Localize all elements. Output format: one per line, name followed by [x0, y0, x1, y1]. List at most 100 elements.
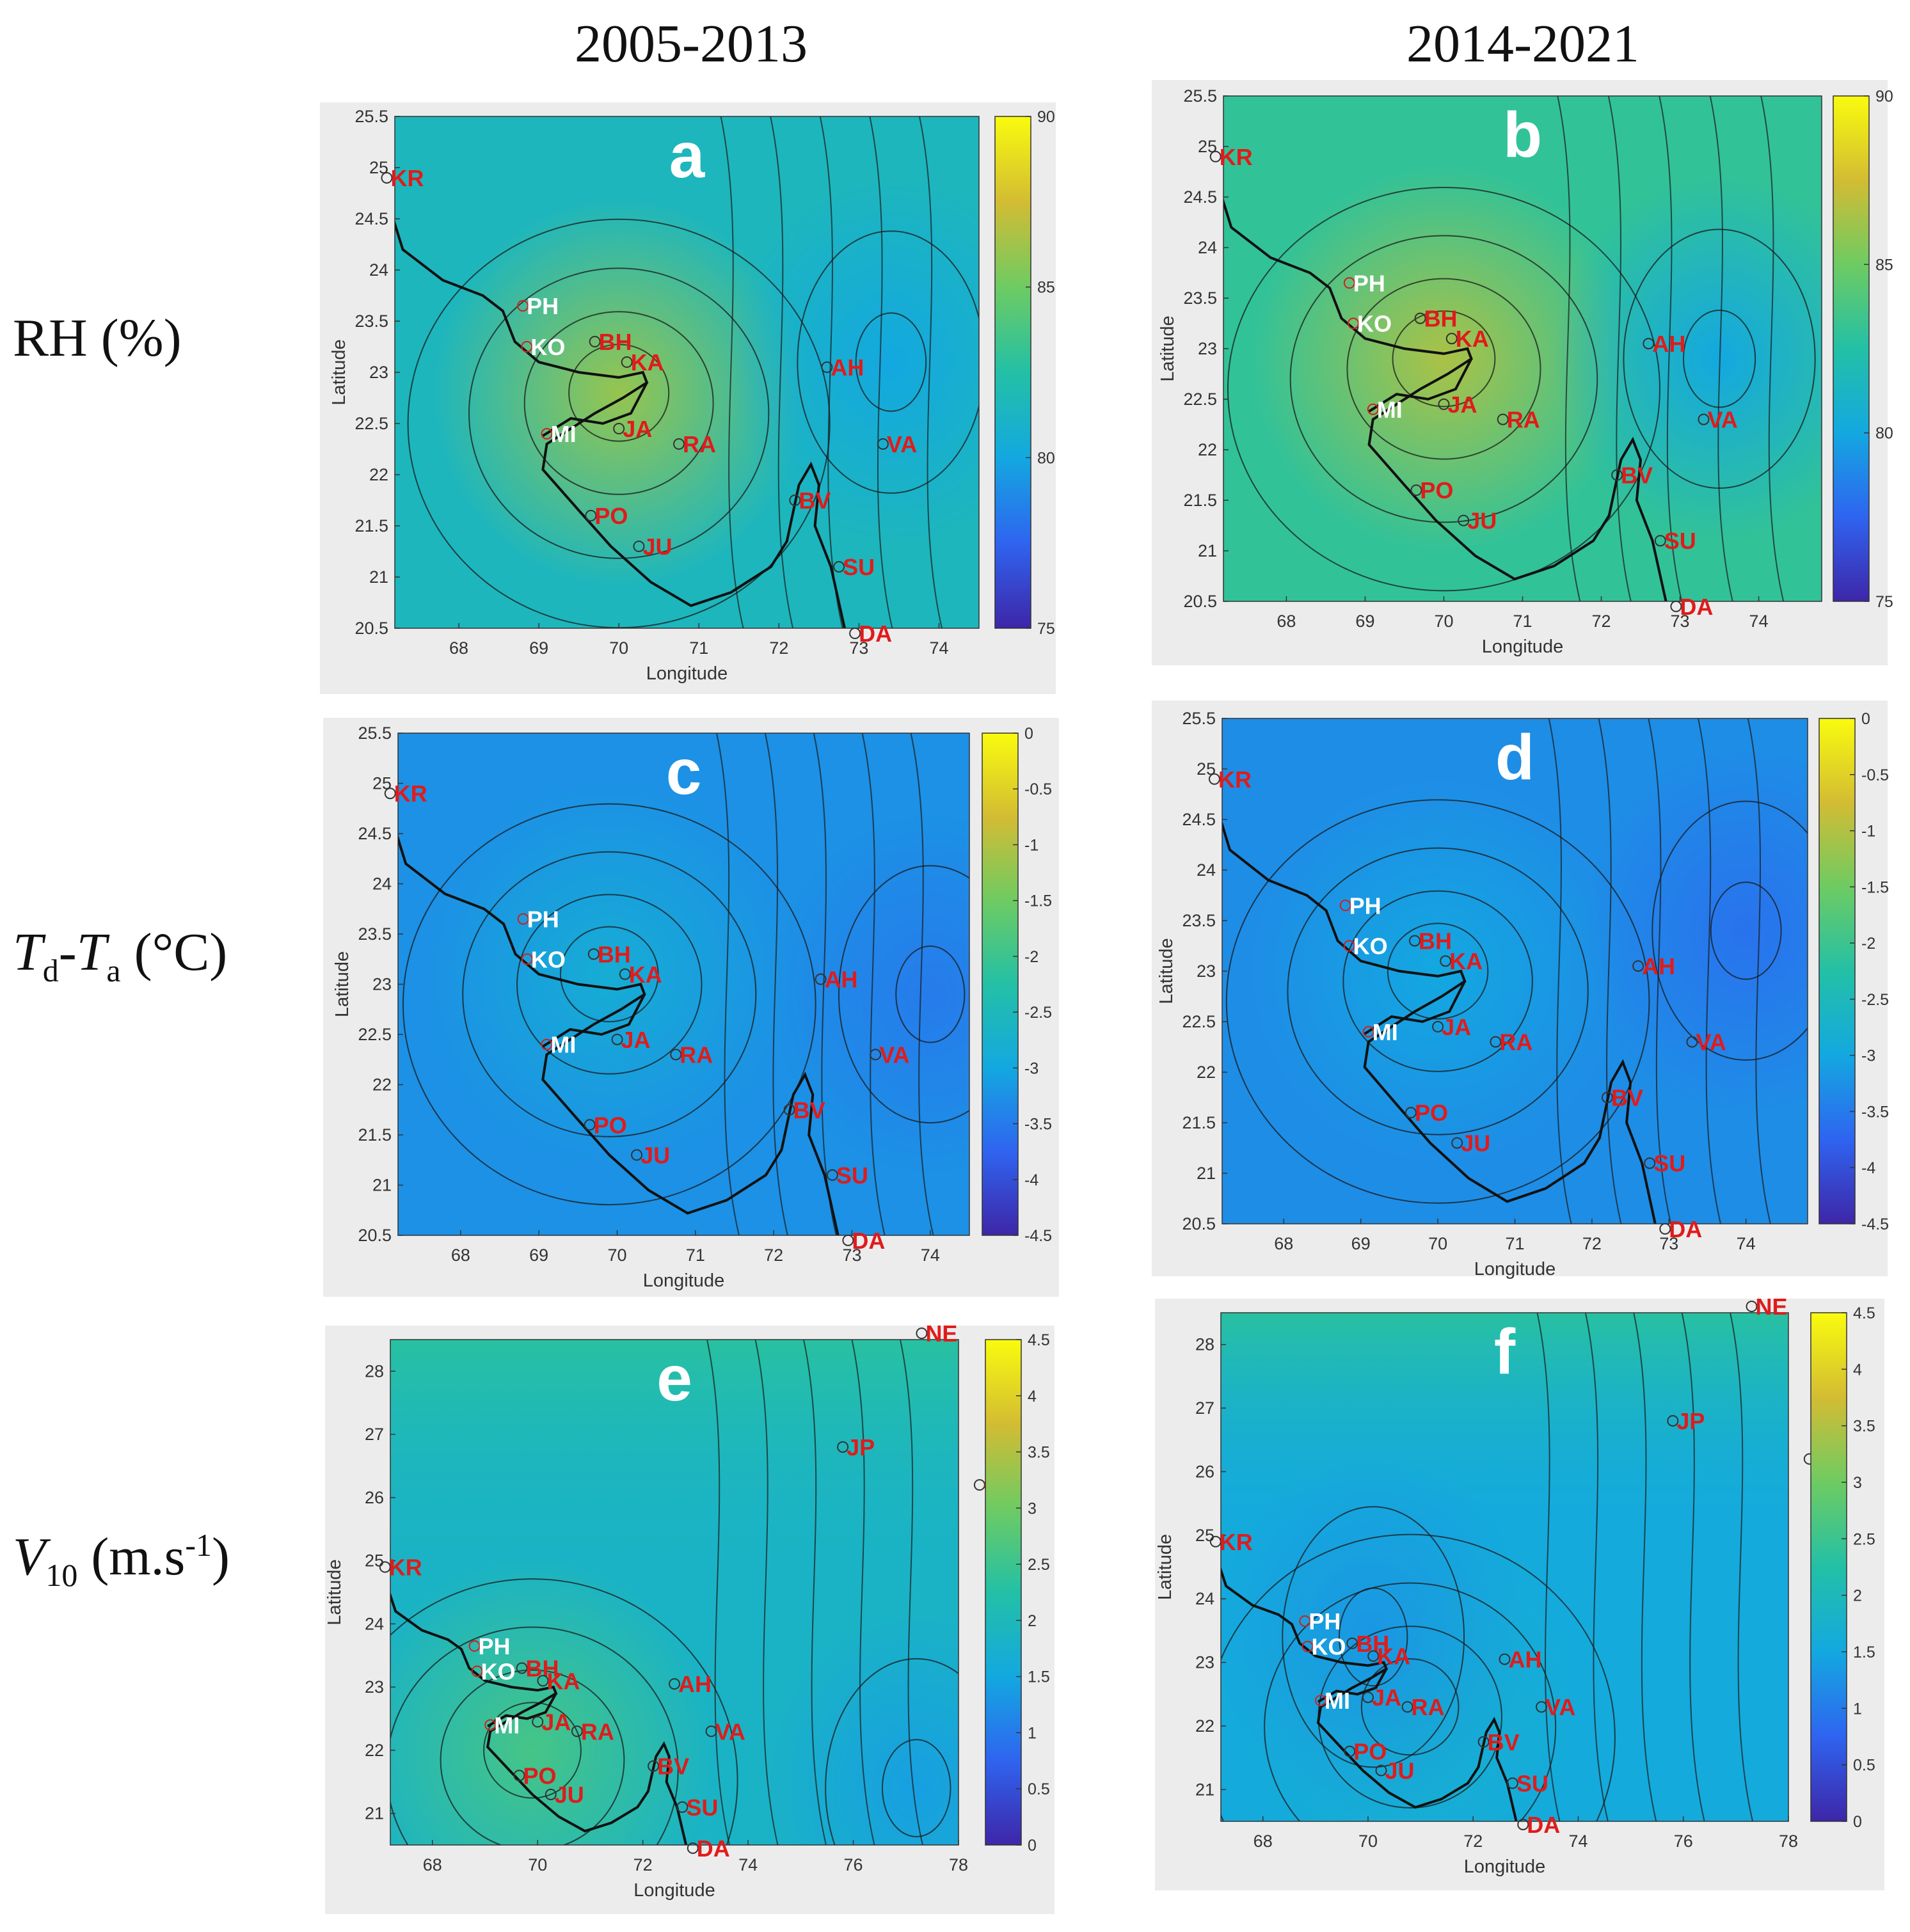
- row-header-rh: RH (%): [13, 308, 182, 368]
- contour-line: [803, 1340, 827, 1845]
- station-label-da: DA: [852, 1228, 885, 1254]
- station-marker-ja: [613, 423, 625, 434]
- colorbar-tick-label: 90: [1037, 108, 1055, 126]
- station-label-ra: RA: [1412, 1694, 1445, 1720]
- station-label-kr: KR: [1220, 1529, 1253, 1555]
- station-label-su: SU: [1653, 1150, 1685, 1176]
- y-tick-label: 24.5: [358, 824, 392, 843]
- contour-line: [770, 116, 794, 628]
- station-marker-da: [687, 1842, 699, 1854]
- station-marker-jp: [1667, 1414, 1679, 1427]
- station-marker-ka: [1445, 333, 1458, 345]
- colorbar-tick-label: 80: [1875, 425, 1893, 443]
- station-marker-po: [1344, 1745, 1356, 1757]
- x-tick-label: 68: [423, 1855, 442, 1874]
- station-marker-va: [877, 438, 889, 450]
- contour-ring: [1221, 1533, 1616, 1821]
- contour-ring: [1346, 278, 1541, 460]
- map-svg: 68 69 70 71 72 73 74 20.5 21 21.5 22 22.5 23 23.5 24 24…: [332, 724, 1052, 1291]
- station-label-ph: PH: [1309, 1608, 1341, 1635]
- panel-letter: e: [657, 1343, 692, 1414]
- station-label-ne: NE: [1756, 1294, 1788, 1320]
- x-tick-label: 74: [1737, 1234, 1756, 1253]
- x-tick-label: 69: [529, 1246, 548, 1265]
- station-marker-su: [676, 1801, 688, 1813]
- station-marker-su: [1654, 535, 1666, 547]
- colorbar-tick-label: -1: [1024, 836, 1039, 854]
- station-label-ko: KO: [1312, 1634, 1346, 1660]
- colorbar-tick-label: 2.5: [1028, 1556, 1050, 1574]
- y-axis-label: Latitude: [332, 951, 353, 1017]
- contour-ring: [1360, 1658, 1460, 1756]
- y-tick-label: 22.5: [358, 1025, 392, 1044]
- contour-line: [1698, 718, 1721, 1224]
- y-tick-label: 21: [1198, 541, 1217, 560]
- contour-line: [910, 733, 934, 1235]
- station-label-ko: KO: [531, 946, 566, 972]
- colorbar-tick-label: -2: [1861, 935, 1875, 953]
- contour-ring: [390, 1626, 679, 1845]
- field-layer: [1221, 1313, 1788, 1821]
- station-label-ah: AH: [1652, 331, 1685, 357]
- map-panel-a: 68 69 70 71 72 73 74 20.5 21 21.5 22 22.5 23 23.5 24 24…: [320, 102, 1056, 694]
- station-marker-ah: [815, 973, 827, 985]
- station-marker-bh: [1408, 935, 1421, 947]
- colorbar-tick-label: -4: [1861, 1159, 1875, 1177]
- station-marker-ju: [633, 541, 645, 552]
- station-marker-mi: [541, 428, 553, 439]
- station-label-bh: BH: [598, 941, 631, 967]
- contour-line: [720, 116, 744, 628]
- station-label-ne: NE: [925, 1320, 957, 1347]
- gulf-coastline: [542, 994, 646, 1048]
- contour-line: [1747, 718, 1771, 1224]
- field-layer: [395, 116, 979, 628]
- station-marker-ko: [471, 1665, 483, 1677]
- station-label-mi: MI: [494, 1712, 520, 1738]
- y-tick-label: 23: [1198, 339, 1217, 358]
- contour-line: [899, 1340, 923, 1845]
- row-header-td-ta-sub-a: a: [106, 952, 121, 988]
- station-label-da: DA: [1680, 594, 1713, 620]
- station-marker-ah: [1643, 338, 1655, 350]
- station-label-jp: JP: [1676, 1408, 1705, 1434]
- colorbar-tick-label: 3.5: [1028, 1444, 1050, 1462]
- station-label-ph: PH: [479, 1633, 511, 1659]
- station-label-da: DA: [697, 1835, 730, 1862]
- x-axis-label: Longitude: [1474, 1259, 1556, 1279]
- contour-ring-secondary: [838, 865, 969, 1124]
- field-secondary: [1221, 1453, 1532, 1820]
- contour-line: [1730, 1313, 1754, 1821]
- station-marker-bv: [783, 1104, 795, 1116]
- colorbar-tick-label: -2.5: [1024, 1004, 1052, 1022]
- station-marker-bv: [789, 495, 801, 506]
- map-panel-f: 68 70 72 74 76 78 21 22 23 24 25 26 27 28 Longitude Lat…: [1155, 1294, 1884, 1890]
- station-label-bv: BV: [1488, 1729, 1520, 1755]
- x-axis-label: Longitude: [1464, 1857, 1545, 1877]
- station-label-ja: JA: [621, 1027, 651, 1053]
- y-tick-label: 24: [369, 260, 388, 280]
- contour-ring-secondary: [1682, 309, 1756, 408]
- x-tick-label: 72: [769, 638, 788, 658]
- row-header-v10: V10 (m.s-1): [13, 1526, 307, 1594]
- x-tick-label: 68: [1277, 612, 1296, 631]
- coastline: [395, 219, 847, 628]
- contour-line: [1633, 1313, 1657, 1821]
- y-tick-label: 21.5: [1182, 1113, 1216, 1132]
- y-tick-label: 22: [1195, 1716, 1214, 1736]
- station-label-ph: PH: [1349, 892, 1381, 919]
- colorbar-tick-label: 2: [1028, 1612, 1037, 1630]
- field-secondary: [727, 178, 979, 546]
- y-tick-label: 20.5: [354, 619, 388, 638]
- x-tick-label: 78: [1779, 1832, 1798, 1851]
- colorbar-tick-label: 3.5: [1853, 1418, 1875, 1436]
- station-label-su: SU: [843, 554, 875, 580]
- map-svg: 68 69 70 71 72 73 74 20.5 21 21.5 22 22.5 23 23.5 24 24…: [329, 107, 1055, 684]
- x-tick-label: 69: [1351, 1234, 1371, 1253]
- field-peak: [1250, 779, 1625, 1164]
- station-label-ja: JA: [541, 1709, 571, 1735]
- column-header-2014-2021: 2014-2021: [1406, 14, 1639, 74]
- station-label-su: SU: [1516, 1770, 1548, 1796]
- station-label-jp: JP: [847, 1434, 875, 1461]
- colorbar-tick-label: 3: [1028, 1500, 1037, 1517]
- panel-letter: d: [1495, 722, 1534, 793]
